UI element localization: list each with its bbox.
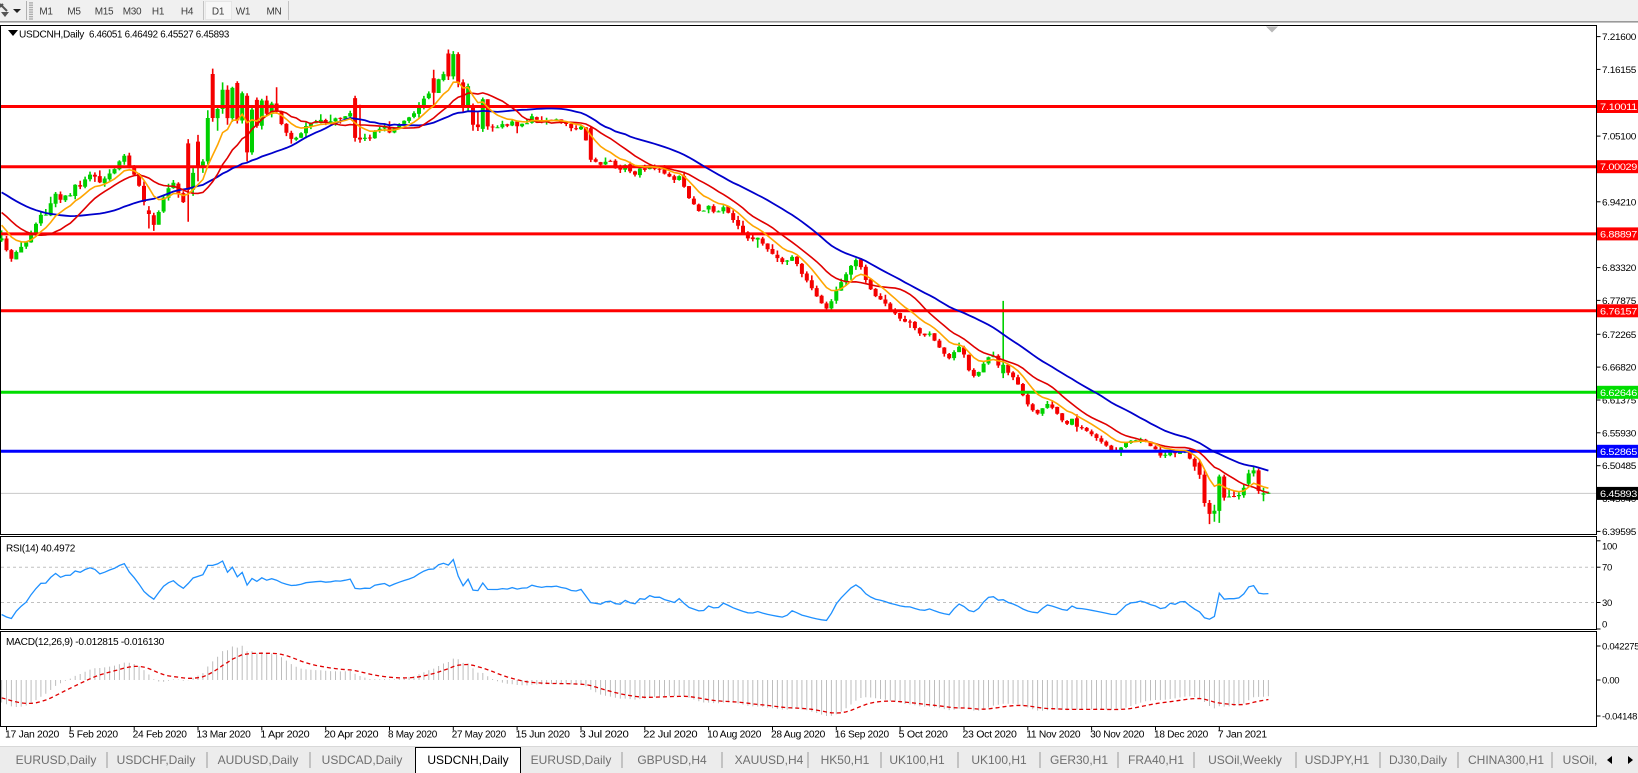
svg-text:70: 70 — [1602, 563, 1612, 574]
svg-text:6.45893: 6.45893 — [1600, 489, 1637, 500]
svg-text:EURUSD,Daily: EURUSD,Daily — [16, 753, 97, 767]
svg-text:UK100,H1: UK100,H1 — [971, 753, 1027, 767]
svg-text:6.55930: 6.55930 — [1602, 428, 1636, 439]
svg-text:MACD(12,26,9) -0.012815 -0.016: MACD(12,26,9) -0.012815 -0.016130 — [6, 637, 165, 648]
svg-text:H1: H1 — [152, 7, 165, 18]
svg-text:11 Nov 2020: 11 Nov 2020 — [1026, 730, 1081, 741]
svg-text:USDJPY,H1: USDJPY,H1 — [1305, 753, 1370, 767]
svg-text:6.61375: 6.61375 — [1602, 396, 1636, 407]
svg-text:8 May 2020: 8 May 2020 — [388, 730, 438, 741]
svg-text:6.52865: 6.52865 — [1600, 447, 1637, 458]
svg-text:6.83320: 6.83320 — [1602, 263, 1636, 274]
svg-text:USOil,Weekly: USOil,Weekly — [1208, 753, 1282, 767]
svg-text:UK100,H1: UK100,H1 — [889, 753, 945, 767]
svg-text:10 Aug 2020: 10 Aug 2020 — [707, 730, 762, 741]
svg-text:13 Mar 2020: 13 Mar 2020 — [197, 730, 252, 741]
svg-text:FRA40,H1: FRA40,H1 — [1128, 753, 1184, 767]
svg-text:MN: MN — [267, 7, 282, 18]
svg-text:30 Nov 2020: 30 Nov 2020 — [1090, 730, 1145, 741]
svg-text:23 Oct 2020: 23 Oct 2020 — [963, 730, 1018, 741]
svg-text:DJ30,Daily: DJ30,Daily — [1389, 753, 1447, 767]
svg-text:6.62646: 6.62646 — [1600, 388, 1637, 399]
svg-text:1 Apr 2020: 1 Apr 2020 — [260, 730, 310, 741]
svg-text:17 Jan 2020: 17 Jan 2020 — [5, 730, 60, 741]
svg-text:24 Feb 2020: 24 Feb 2020 — [133, 730, 188, 741]
svg-text:7.00029: 7.00029 — [1600, 162, 1637, 173]
svg-text:CHINA300,H1: CHINA300,H1 — [1468, 753, 1544, 767]
svg-text:USDCAD,Daily: USDCAD,Daily — [322, 753, 403, 767]
svg-text:-0.04148: -0.04148 — [1602, 712, 1637, 723]
svg-text:7.16155: 7.16155 — [1602, 65, 1636, 76]
svg-text:XAUUSD,H4: XAUUSD,H4 — [735, 753, 804, 767]
svg-text:30: 30 — [1602, 598, 1612, 609]
svg-text:RSI(14) 40.4972: RSI(14) 40.4972 — [6, 544, 76, 555]
svg-text:M1: M1 — [39, 7, 53, 18]
svg-text:28 Aug 2020: 28 Aug 2020 — [771, 730, 826, 741]
svg-text:0.042275: 0.042275 — [1602, 642, 1638, 653]
svg-text:6.94210: 6.94210 — [1602, 197, 1636, 208]
svg-text:5 Oct 2020: 5 Oct 2020 — [899, 730, 949, 741]
svg-text:6.77875: 6.77875 — [1602, 296, 1636, 307]
svg-text:27 May 2020: 27 May 2020 — [452, 730, 507, 741]
svg-text:USOil,: USOil, — [1563, 753, 1598, 767]
svg-text:D1: D1 — [212, 7, 225, 18]
svg-text:0.00: 0.00 — [1602, 676, 1619, 687]
svg-text:7.10011: 7.10011 — [1600, 102, 1637, 113]
svg-text:100: 100 — [1602, 542, 1617, 553]
svg-text:7.05100: 7.05100 — [1602, 132, 1636, 143]
svg-text:W1: W1 — [236, 7, 251, 18]
svg-text:6.66820: 6.66820 — [1602, 363, 1636, 374]
svg-text:AUDUSD,Daily: AUDUSD,Daily — [218, 753, 299, 767]
svg-text:USDCNH,Daily: USDCNH,Daily — [427, 753, 508, 767]
svg-text:6.72265: 6.72265 — [1602, 330, 1636, 341]
svg-text:0: 0 — [1602, 620, 1607, 631]
svg-text:M15: M15 — [95, 7, 114, 18]
svg-text:6.46051 6.46492 6.45527 6.4589: 6.46051 6.46492 6.45527 6.45893 — [89, 30, 230, 41]
svg-text:22 Jul 2020: 22 Jul 2020 — [643, 730, 698, 741]
svg-text:GBPUSD,H4: GBPUSD,H4 — [637, 753, 707, 767]
svg-text:USDCHF,Daily: USDCHF,Daily — [117, 753, 196, 767]
svg-text:20 Apr 2020: 20 Apr 2020 — [324, 730, 379, 741]
svg-text:3 Jul 2020: 3 Jul 2020 — [580, 730, 630, 741]
svg-text:7.21600: 7.21600 — [1602, 32, 1636, 43]
svg-text:M30: M30 — [123, 7, 142, 18]
svg-text:18 Dec 2020: 18 Dec 2020 — [1154, 730, 1209, 741]
svg-text:15 Jun 2020: 15 Jun 2020 — [516, 730, 571, 741]
svg-text:6.76157: 6.76157 — [1600, 306, 1637, 317]
svg-text:USDCNH,Daily: USDCNH,Daily — [19, 29, 85, 41]
svg-text:EURUSD,Daily: EURUSD,Daily — [531, 753, 612, 767]
svg-text:6.50485: 6.50485 — [1602, 461, 1636, 472]
svg-text:7 Jan 2021: 7 Jan 2021 — [1218, 730, 1268, 741]
svg-text:6.88897: 6.88897 — [1600, 229, 1637, 240]
svg-text:16 Sep 2020: 16 Sep 2020 — [835, 730, 890, 741]
svg-text:5 Feb 2020: 5 Feb 2020 — [69, 730, 119, 741]
svg-text:GER30,H1: GER30,H1 — [1050, 753, 1108, 767]
svg-text:H4: H4 — [181, 7, 194, 18]
svg-text:HK50,H1: HK50,H1 — [821, 753, 870, 767]
svg-text:6.39595: 6.39595 — [1602, 527, 1636, 538]
svg-text:M5: M5 — [67, 7, 81, 18]
